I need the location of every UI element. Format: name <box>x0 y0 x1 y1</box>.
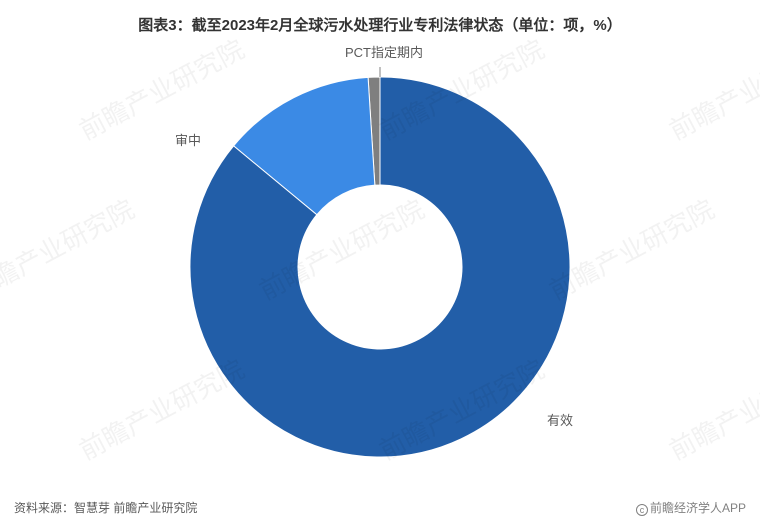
copyright-icon: c <box>636 504 648 516</box>
watermark: 前瞻产业研究院 <box>662 29 760 147</box>
donut-chart <box>180 67 580 467</box>
slice-label-youxiao: 有效 <box>547 410 573 429</box>
slice-label-pct: PCT指定期内 <box>345 42 423 61</box>
chart-title: 图表3：截至2023年2月全球污水处理行业专利法律状态（单位：项，%） <box>0 0 760 35</box>
footer-source: 资料来源：智慧芽 前瞻产业研究院 <box>14 499 197 516</box>
copyright-text: 前瞻经济学人APP <box>650 501 746 515</box>
footer-copyright: c前瞻经济学人APP <box>636 499 746 516</box>
chart-area: PCT指定期内审中有效 前瞻产业研究院前瞻产业研究院前瞻产业研究院前瞻产业研究院… <box>0 40 760 494</box>
watermark: 前瞻产业研究院 <box>662 349 760 467</box>
watermark: 前瞻产业研究院 <box>0 189 140 307</box>
slice-label-shen: 审中 <box>175 130 201 149</box>
